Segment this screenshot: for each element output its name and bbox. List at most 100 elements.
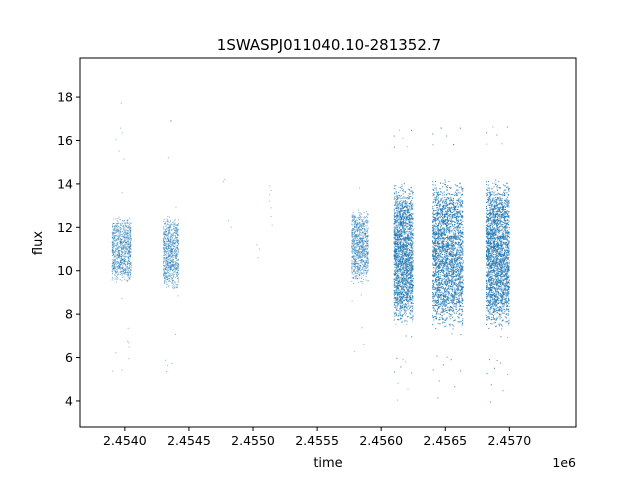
data-point: [365, 265, 367, 267]
data-point: [163, 244, 165, 246]
data-point: [361, 213, 363, 215]
data-point: [166, 283, 168, 285]
data-point: [130, 265, 132, 267]
data-point: [169, 281, 171, 283]
data-point: [130, 273, 132, 275]
data-point: [123, 248, 125, 250]
data-point: [412, 310, 413, 312]
data-point: [351, 272, 353, 274]
data-point: [406, 227, 408, 229]
data-point: [165, 237, 167, 239]
data-point: [410, 195, 412, 197]
data-point: [113, 252, 115, 254]
data-point: [353, 242, 355, 244]
data-point: [355, 238, 357, 240]
data-point: [113, 251, 115, 253]
data-point: [129, 277, 131, 279]
data-point: [174, 281, 176, 283]
data-point: [118, 228, 120, 230]
data-point: [356, 266, 358, 267]
data-point: [404, 197, 406, 199]
data-point: [365, 269, 367, 271]
data-point: [124, 222, 126, 224]
data-point: [171, 252, 173, 254]
data-point: [362, 268, 364, 270]
data-point: [169, 232, 171, 234]
data-point: [167, 272, 169, 274]
data-point: [116, 255, 118, 257]
data-point: [351, 236, 353, 238]
data-point: [398, 274, 400, 276]
data-point: [164, 265, 166, 267]
data-point: [399, 196, 401, 198]
data-point: [412, 214, 414, 215]
data-point: [173, 251, 175, 253]
data-point: [125, 250, 127, 252]
data-point: [394, 193, 396, 195]
data-point: [169, 226, 171, 228]
data-point: [365, 245, 367, 247]
data-point: [361, 276, 363, 278]
data-point: [174, 220, 176, 222]
data-point: [351, 271, 353, 273]
data-point: [169, 248, 171, 250]
data-point: [125, 269, 127, 271]
data-point: [367, 214, 369, 216]
data-point: [123, 231, 125, 233]
data-point: [176, 257, 178, 259]
data-point: [407, 303, 409, 305]
data-point: [121, 259, 123, 261]
data-point: [358, 226, 360, 228]
data-point: [404, 190, 406, 192]
data-point: [411, 288, 413, 290]
data-point: [118, 253, 120, 254]
data-point: [395, 193, 397, 195]
data-point: [123, 247, 125, 249]
data-point: [359, 250, 360, 252]
data-point: [366, 248, 368, 249]
data-point: [164, 273, 166, 275]
data-point: [118, 255, 120, 257]
data-point: [411, 285, 413, 287]
data-point: [116, 230, 118, 231]
data-point: [116, 222, 118, 224]
data-point: [128, 228, 130, 230]
data-point: [176, 267, 178, 269]
data-point: [174, 270, 176, 272]
data-point: [396, 305, 398, 307]
data-point: [172, 269, 174, 271]
data-point: [355, 230, 356, 232]
data-point: [129, 260, 131, 262]
data-point: [123, 264, 125, 266]
data-point: [401, 259, 403, 261]
data-point: [165, 253, 167, 255]
data-point: [359, 225, 361, 227]
data-point: [124, 256, 126, 258]
data-point: [170, 238, 172, 240]
data-point: [164, 254, 166, 256]
data-point: [359, 263, 361, 265]
data-point: [352, 230, 354, 231]
data-point: [404, 299, 406, 301]
data-point: [121, 223, 123, 225]
data-point: [363, 260, 365, 262]
data-point: [400, 282, 402, 284]
data-point: [128, 276, 130, 278]
data-point: [162, 240, 164, 242]
data-point: [398, 208, 400, 210]
data-point: [168, 157, 170, 159]
data-point: [411, 202, 413, 204]
data-point: [127, 225, 129, 226]
data-point: [116, 235, 118, 237]
data-point: [173, 223, 175, 225]
data-point: [359, 272, 361, 274]
data-point: [121, 259, 123, 261]
data-point: [163, 218, 165, 220]
data-point: [126, 244, 128, 246]
data-point: [127, 232, 129, 234]
data-point: [120, 240, 121, 242]
data-point: [363, 344, 365, 346]
data-point: [120, 250, 122, 252]
data-point: [393, 231, 395, 233]
